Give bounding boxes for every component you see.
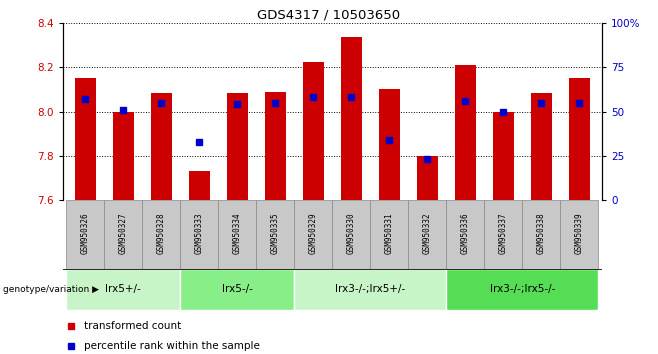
Bar [531,93,551,200]
Bar [75,78,96,200]
Bar [218,200,257,269]
Bar [455,65,476,200]
Text: lrx3-/-;lrx5+/-: lrx3-/-;lrx5+/- [335,284,405,295]
Bar [303,62,324,200]
Text: lrx3-/-;lrx5-/-: lrx3-/-;lrx5-/- [490,284,555,295]
Bar [493,112,514,200]
Bar [105,200,142,269]
Text: GSM950332: GSM950332 [423,212,432,254]
Text: GSM950327: GSM950327 [119,212,128,254]
Bar [341,38,362,200]
Bar [294,269,446,310]
Bar [446,200,484,269]
Bar [66,200,105,269]
Text: GSM950339: GSM950339 [575,212,584,254]
Text: lrx5+/-: lrx5+/- [105,284,141,295]
Text: percentile rank within the sample: percentile rank within the sample [84,341,260,352]
Bar [560,200,598,269]
Bar [265,92,286,200]
Text: GSM950334: GSM950334 [233,212,241,254]
Text: GSM950331: GSM950331 [385,212,393,254]
Text: lrx5-/-: lrx5-/- [222,284,253,295]
Bar [180,200,218,269]
Bar [408,200,446,269]
Bar [257,200,294,269]
Bar [151,93,172,200]
Text: GSM950338: GSM950338 [537,212,545,254]
Text: genotype/variation ▶: genotype/variation ▶ [3,285,99,294]
Text: GSM950336: GSM950336 [461,212,470,254]
Bar [227,93,248,200]
Bar [484,200,522,269]
Bar [522,200,560,269]
Text: GSM950337: GSM950337 [499,212,508,254]
Bar [417,156,438,200]
Text: GDS4317 / 10503650: GDS4317 / 10503650 [257,9,401,22]
Bar [180,269,294,310]
Bar [294,200,332,269]
Text: GSM950333: GSM950333 [195,212,204,254]
Bar [446,269,598,310]
Bar [66,269,180,310]
Bar [569,78,590,200]
Text: GSM950326: GSM950326 [81,212,89,254]
Text: GSM950335: GSM950335 [271,212,280,254]
Bar [332,200,370,269]
Text: GSM950329: GSM950329 [309,212,318,254]
Bar [142,200,180,269]
Bar [370,200,408,269]
Text: transformed count: transformed count [84,321,182,331]
Bar [379,90,400,200]
Text: GSM950330: GSM950330 [347,212,356,254]
Bar [113,112,134,200]
Bar [189,171,210,200]
Text: GSM950328: GSM950328 [157,212,166,254]
